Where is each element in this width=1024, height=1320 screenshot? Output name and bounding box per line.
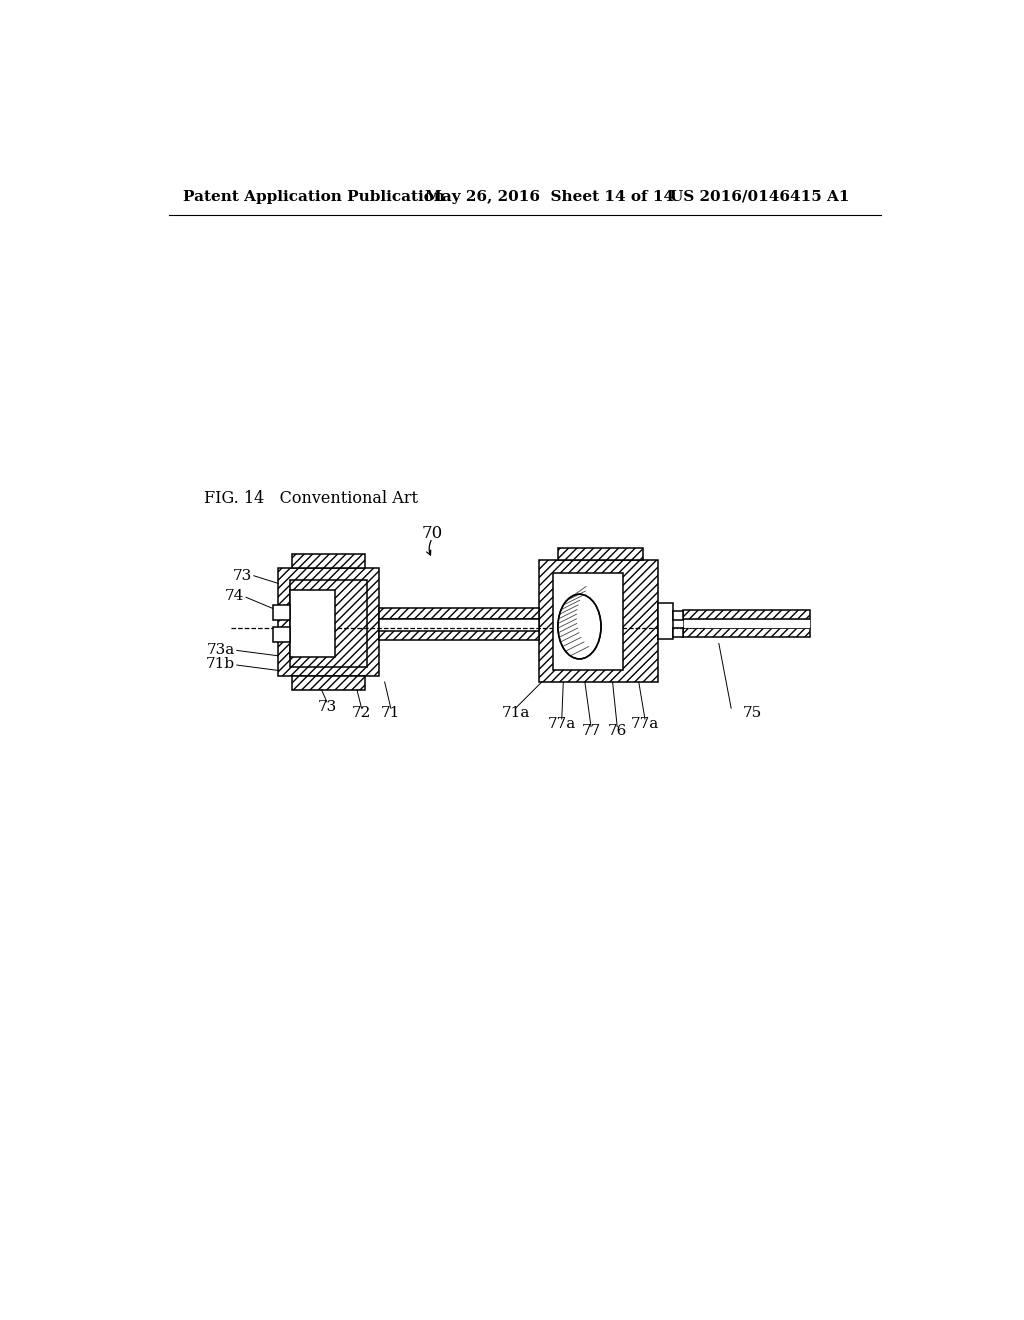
Bar [292, 554, 366, 568]
Text: Patent Application Publication: Patent Application Publication [183, 190, 444, 203]
Text: 73a: 73a [207, 643, 236, 656]
Bar [539, 560, 658, 682]
Bar [290, 581, 367, 667]
Text: 75: 75 [743, 706, 762, 719]
Bar [379, 630, 539, 640]
Bar [558, 548, 643, 561]
Text: 71a: 71a [502, 706, 529, 719]
Bar [290, 590, 335, 657]
Text: 71: 71 [381, 706, 400, 719]
Text: US 2016/0146415 A1: US 2016/0146415 A1 [670, 190, 849, 203]
Bar [273, 627, 290, 642]
Text: 73: 73 [233, 569, 252, 582]
Text: 72: 72 [352, 706, 372, 719]
Text: 77: 77 [582, 725, 601, 738]
Text: 76: 76 [607, 725, 627, 738]
Bar [553, 573, 624, 669]
Bar [279, 568, 379, 676]
Text: FIG. 14   Conventional Art: FIG. 14 Conventional Art [204, 490, 418, 507]
Text: 73: 73 [317, 700, 337, 714]
Ellipse shape [558, 594, 601, 659]
Text: 70: 70 [422, 525, 443, 543]
Text: May 26, 2016  Sheet 14 of 14: May 26, 2016 Sheet 14 of 14 [425, 190, 674, 203]
Bar [273, 605, 290, 620]
Bar [674, 628, 683, 638]
Bar [379, 619, 539, 631]
Text: 74: 74 [225, 589, 245, 603]
Bar [683, 628, 810, 638]
Text: 71b: 71b [206, 657, 236, 672]
Bar [683, 610, 810, 619]
Bar [292, 676, 366, 689]
Bar [379, 609, 539, 619]
Text: 77a: 77a [548, 717, 575, 730]
Text: 77a: 77a [631, 717, 659, 730]
Bar [658, 603, 674, 639]
Bar [683, 619, 810, 628]
Bar [674, 611, 683, 620]
